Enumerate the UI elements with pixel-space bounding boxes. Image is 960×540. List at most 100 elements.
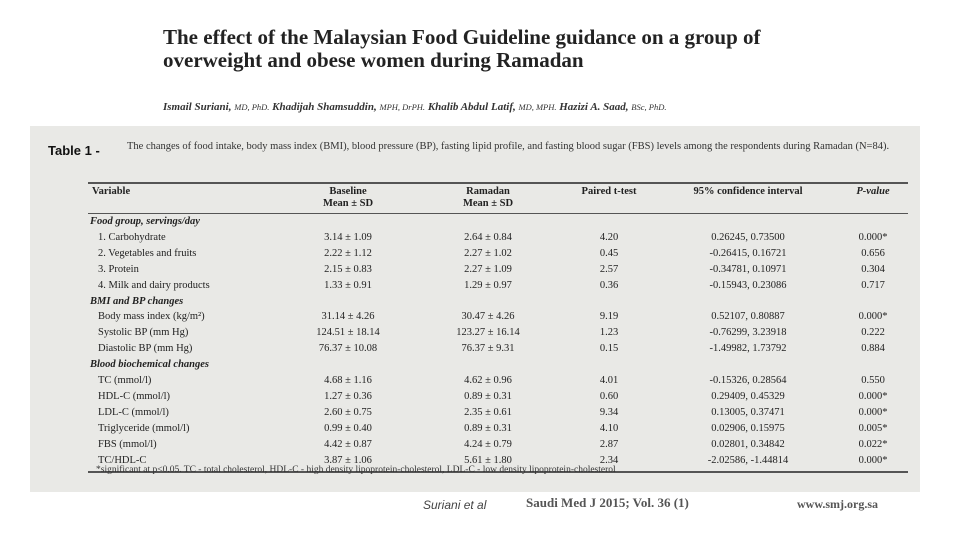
cell-p: 0.656	[861, 247, 885, 259]
author-name: Ismail Suriani,	[163, 101, 232, 113]
cell-ci: 0.02801, 0.34842	[711, 438, 785, 450]
credit-text: Suriani et al	[423, 498, 487, 512]
cell-baseline: 1.33 ± 0.91	[324, 279, 372, 291]
cell-ramadan: 0.89 ± 0.31	[464, 390, 512, 402]
cell-ttest: 2.57	[599, 263, 619, 275]
cell-p: 0.000*	[858, 406, 888, 418]
cell-ttest: 2.34	[599, 454, 619, 466]
cell-ramadan: 1.29 ± 0.97	[464, 279, 512, 291]
cell-baseline: 3.14 ± 1.09	[324, 231, 372, 243]
cell-baseline: 1.27 ± 0.36	[324, 390, 372, 402]
cell-ttest: 2.87	[599, 438, 619, 450]
cell-ramadan: 0.89 ± 0.31	[464, 422, 512, 434]
cell-ci: -0.34781, 0.10971	[709, 263, 787, 275]
cell-baseline: 2.60 ± 0.75	[324, 406, 372, 418]
table-bottom-rule	[88, 471, 908, 473]
cell-p: 0.717	[861, 279, 885, 291]
cell-ci: -2.02586, -1.44814	[707, 454, 789, 466]
cell-variable: HDL-C (mmol/l)	[98, 390, 171, 402]
header-ramadan-label: Ramadan	[466, 186, 510, 197]
header-baseline-label: Baseline	[329, 186, 367, 197]
cell-ramadan: 76.37 ± 9.31	[461, 343, 515, 355]
journal-website: www.smj.org.sa	[797, 497, 878, 511]
cell-ramadan: 123.27 ± 16.14	[456, 327, 520, 339]
cell-p: 0.022*	[858, 438, 888, 450]
author-name: Khalib Abdul Latif,	[427, 101, 516, 113]
cell-variable: 2. Vegetables and fruits	[98, 247, 197, 259]
author-degree: MD, MPH.	[518, 102, 557, 112]
cell-p: 0.304	[861, 263, 885, 275]
cell-ramadan: 5.61 ± 1.80	[464, 454, 512, 466]
cell-ttest: 0.45	[599, 247, 619, 259]
cell-ci: 0.13005, 0.37471	[711, 406, 785, 418]
cell-ramadan: 2.27 ± 1.02	[464, 247, 512, 259]
cell-variable: TC/HDL-C	[98, 454, 147, 466]
cell-ttest: 1.23	[599, 327, 619, 339]
cell-ttest: 9.19	[599, 311, 619, 323]
cell-variable: 3. Protein	[98, 263, 139, 275]
cell-ttest: 9.34	[599, 406, 619, 418]
cell-variable: FBS (mmol/l)	[98, 438, 157, 450]
cell-ci: 0.26245, 0.73500	[711, 231, 785, 243]
cell-baseline: 31.14 ± 4.26	[321, 311, 375, 323]
cell-ci: 0.02906, 0.15975	[711, 422, 785, 434]
table-caption: The changes of food intake, body mass in…	[127, 141, 890, 152]
author-degree: MPH, DrPH.	[379, 102, 426, 112]
cell-p: 0.000*	[858, 454, 888, 466]
cell-p: 0.550	[861, 375, 885, 386]
author-name: Khadijah Shamsuddin,	[272, 101, 377, 113]
author-list: Ismail Suriani, MD, PhD. Khadijah Shamsu…	[163, 101, 666, 113]
header-ramadan: Ramadan Mean ± SD	[428, 186, 548, 210]
header-ttest: Paired t-test	[581, 186, 637, 197]
cell-p: 0.222	[861, 327, 885, 339]
author-degree: MD, PhD.	[234, 102, 270, 112]
cell-baseline: 2.15 ± 0.83	[324, 263, 372, 275]
cell-ttest: 4.10	[599, 422, 619, 434]
header-ramadan-sub: Mean ± SD	[462, 198, 514, 209]
cell-variable: Systolic BP (mm Hg)	[98, 327, 189, 339]
journal-citation: Saudi Med J 2015; Vol. 36 (1)	[526, 495, 689, 510]
section-heading: BMI and BP changes	[90, 295, 184, 307]
cell-p: 0.000*	[858, 231, 888, 243]
cell-ttest: 4.01	[599, 375, 619, 386]
cell-ttest: 4.20	[599, 231, 619, 243]
cell-ci: -1.49982, 1.73792	[709, 343, 787, 355]
cell-p: 0.005*	[858, 422, 888, 434]
cell-ramadan: 30.47 ± 4.26	[461, 311, 515, 323]
cell-variable: 4. Milk and dairy products	[98, 279, 210, 291]
cell-variable: TC (mmol/l)	[98, 375, 152, 386]
header-baseline-sub: Mean ± SD	[322, 198, 374, 209]
cell-ci: -0.15943, 0.23086	[709, 279, 787, 291]
cell-ramadan: 2.35 ± 0.61	[464, 406, 512, 418]
cell-ttest: 0.15	[599, 343, 619, 355]
author-name: Hazizi A. Saad,	[559, 101, 629, 113]
cell-ramadan: 2.27 ± 1.09	[464, 263, 512, 275]
cell-baseline: 4.42 ± 0.87	[324, 438, 372, 450]
cell-variable: LDL-C (mmol/l)	[98, 406, 169, 418]
cell-variable: Body mass index (kg/m²)	[98, 311, 205, 323]
author-degree: BSc, PhD.	[631, 102, 667, 112]
table-footnote: *significant at p<0.05. TC - total chole…	[96, 465, 616, 475]
paper-title: The effect of the Malaysian Food Guideli…	[163, 25, 761, 72]
cell-baseline: 76.37 ± 10.08	[318, 343, 378, 355]
cell-baseline: 4.68 ± 1.16	[324, 375, 372, 386]
cell-ramadan: 2.64 ± 0.84	[464, 231, 512, 243]
cell-ci: -0.76299, 3.23918	[709, 327, 787, 339]
cell-ci: 0.29409, 0.45329	[711, 390, 785, 402]
header-baseline: Baseline Mean ± SD	[288, 186, 408, 210]
cell-ttest: 0.60	[599, 390, 619, 402]
cell-ci: 0.52107, 0.80887	[711, 311, 785, 323]
cell-ci: -0.26415, 0.16721	[709, 247, 787, 259]
cell-ttest: 0.36	[599, 279, 619, 291]
cell-ramadan: 4.24 ± 0.79	[464, 438, 512, 450]
table-panel: Table 1 - The changes of food intake, bo…	[30, 126, 920, 492]
header-ci: 95% confidence interval	[693, 186, 803, 197]
cell-variable: 1. Carbohydrate	[98, 231, 166, 243]
cell-ramadan: 4.62 ± 0.96	[464, 375, 512, 386]
cell-ci: -0.15326, 0.28564	[709, 375, 787, 386]
cell-baseline: 2.22 ± 1.12	[324, 247, 372, 259]
cell-baseline: 124.51 ± 18.14	[316, 327, 380, 339]
header-p: P-value	[856, 186, 890, 197]
cell-p: 0.000*	[858, 390, 888, 402]
section-heading: Blood biochemical changes	[90, 359, 209, 371]
